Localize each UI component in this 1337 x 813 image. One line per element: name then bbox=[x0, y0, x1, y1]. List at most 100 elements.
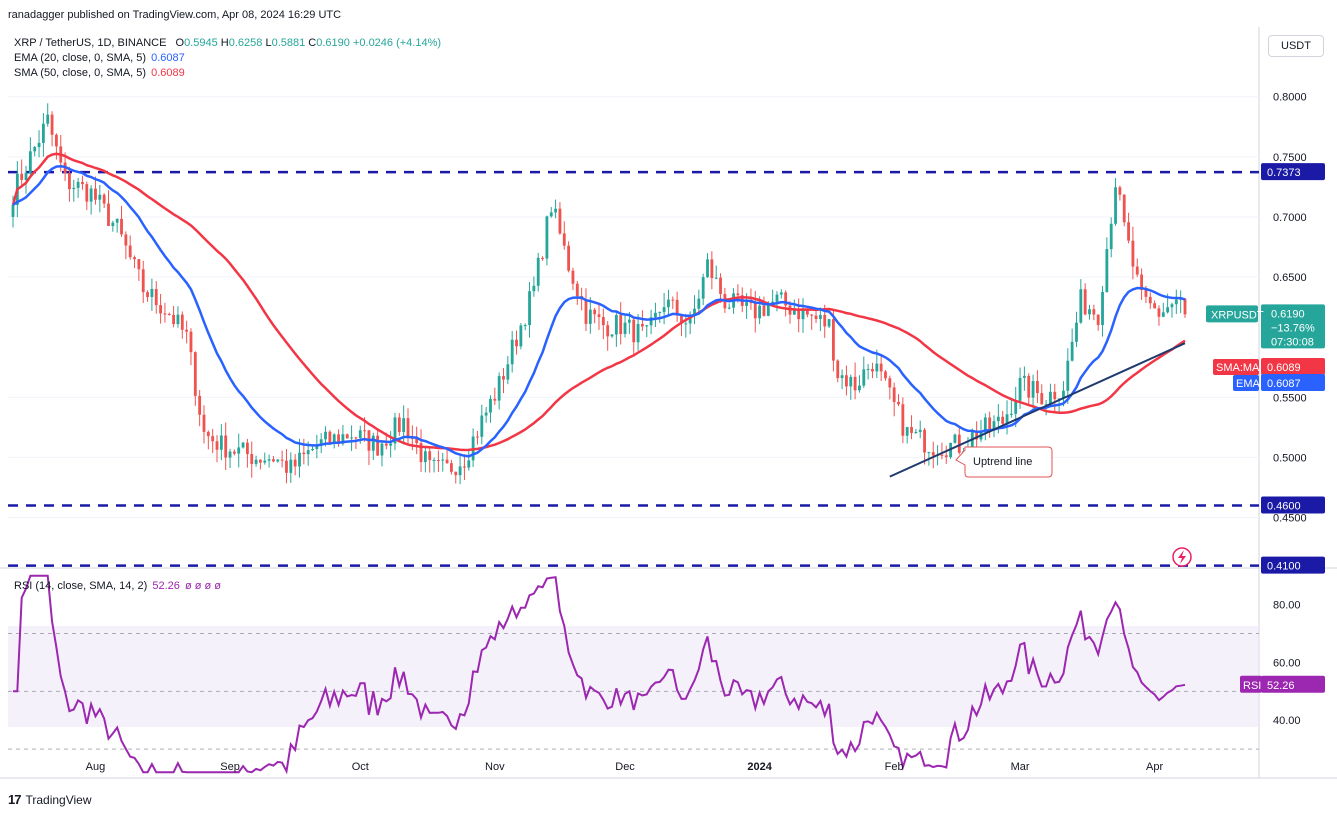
candle-body bbox=[267, 459, 271, 461]
candle-body bbox=[402, 418, 406, 433]
tradingview-logo-icon: 17 bbox=[8, 792, 22, 807]
currency-button[interactable]: USDT bbox=[1268, 35, 1324, 57]
candle-body bbox=[363, 430, 367, 432]
candle-body bbox=[614, 315, 618, 335]
candle-body bbox=[1157, 308, 1161, 317]
candle-body bbox=[280, 459, 284, 461]
rsi-extra: ø ø ø ø bbox=[184, 580, 221, 592]
time-tick: 2024 bbox=[747, 761, 772, 773]
candle-body bbox=[753, 303, 757, 319]
candle-body bbox=[272, 459, 275, 462]
candle-body bbox=[1083, 289, 1087, 315]
candle-body bbox=[41, 123, 45, 143]
candle-body bbox=[423, 451, 427, 463]
candle-body bbox=[1092, 309, 1096, 315]
candle-body bbox=[163, 313, 167, 315]
candle-body bbox=[276, 459, 280, 462]
candle-body bbox=[675, 299, 679, 316]
uptrend-annotation[interactable]: Uptrend line bbox=[955, 446, 1053, 478]
candle-body bbox=[98, 194, 102, 200]
level-tag: 0.7373 bbox=[1267, 167, 1301, 179]
candle-body bbox=[28, 151, 32, 173]
sma-name-tag: SMA:MA bbox=[1216, 362, 1260, 374]
candle-body bbox=[241, 442, 245, 448]
candle-body bbox=[1183, 298, 1187, 315]
rsi-name-tag: RSI bbox=[1243, 680, 1261, 692]
rsi-line bbox=[13, 574, 1186, 775]
candle-body bbox=[558, 208, 562, 234]
candle-body bbox=[871, 368, 874, 372]
time-tick: Feb bbox=[885, 761, 904, 773]
ema-price-tag: 0.6087 bbox=[1267, 378, 1301, 390]
candle-body bbox=[1053, 391, 1057, 400]
time-tick: Oct bbox=[352, 761, 369, 773]
lightning-icon[interactable] bbox=[1172, 547, 1192, 567]
price-tick: 0.7000 bbox=[1273, 212, 1307, 224]
candle-body bbox=[354, 437, 358, 439]
candle-body bbox=[706, 259, 709, 278]
rsi-price-tag: 52.26 bbox=[1267, 680, 1295, 692]
ema-price-tag-bg bbox=[1261, 374, 1325, 391]
ohlc-o-label: O bbox=[175, 37, 185, 49]
candle-body bbox=[1057, 398, 1061, 400]
candle-body bbox=[849, 376, 853, 387]
price-tags: 0.7373 0.4600 0.4100 0.6190 −13.76% 07:30:08 X… bbox=[1206, 163, 1325, 693]
candle-body bbox=[389, 443, 393, 446]
time-axis: Aug Sep Oct Nov Dec 2024 Feb Mar Apr bbox=[86, 761, 1164, 773]
candle-body bbox=[940, 454, 944, 456]
candle-body bbox=[159, 305, 162, 314]
candle-body bbox=[879, 363, 883, 372]
price-axis: 0.8000 0.7500 0.7000 0.6500 0.5500 0.5000 0.45… bbox=[1273, 92, 1307, 727]
footer-brand[interactable]: 17 TradingView bbox=[8, 792, 92, 807]
candle-body bbox=[1114, 187, 1117, 224]
candle-body bbox=[775, 294, 779, 302]
level-tag-bg bbox=[1261, 556, 1325, 574]
symbol-tag: XRPUSDT bbox=[1211, 309, 1264, 321]
candle-body bbox=[1127, 222, 1130, 241]
candle-body bbox=[792, 310, 796, 315]
candle-body bbox=[1131, 240, 1135, 267]
ohlc-change: +0.0246 (+4.14%) bbox=[352, 37, 442, 49]
sma-value: 0.6089 bbox=[151, 67, 185, 79]
candle-body bbox=[649, 317, 653, 326]
time-tick: Mar bbox=[1011, 761, 1030, 773]
candle-body bbox=[493, 398, 497, 401]
candle-body bbox=[37, 142, 41, 148]
candle-body bbox=[901, 404, 905, 436]
candle-body bbox=[11, 204, 15, 217]
candle-body bbox=[154, 288, 158, 306]
candle-body bbox=[1022, 375, 1026, 378]
rsi-legend[interactable]: RSI (14, close, SMA, 14, 2) 52.26 ø ø ø … bbox=[14, 580, 221, 593]
candle-body bbox=[102, 194, 106, 204]
candle-body bbox=[332, 434, 336, 444]
candle-body bbox=[927, 452, 931, 454]
candle-body bbox=[736, 293, 740, 296]
candle-body bbox=[50, 114, 54, 135]
symbol-legend[interactable]: XRP / TetherUS, 1D, BINANCE O0.5945 H0.6… bbox=[14, 37, 441, 50]
rsi-name-bg bbox=[1240, 675, 1262, 693]
level-tag: 0.4600 bbox=[1267, 500, 1301, 512]
candle-body bbox=[654, 312, 657, 318]
candle-body bbox=[858, 385, 861, 391]
candle-body bbox=[1005, 414, 1009, 424]
rsi-pane bbox=[8, 574, 1259, 775]
candle-body bbox=[1109, 223, 1113, 250]
candle-body bbox=[714, 277, 718, 279]
time-tick: Apr bbox=[1146, 761, 1163, 773]
sma-legend[interactable]: SMA (50, close, 0, SMA, 5) 0.6089 bbox=[14, 67, 185, 80]
candle-body bbox=[1066, 360, 1070, 391]
uptrend-line bbox=[889, 342, 1186, 478]
candle-body bbox=[697, 298, 701, 309]
ema-label: EMA (20, close, 0, SMA, 5) bbox=[14, 52, 147, 64]
candle-body bbox=[975, 432, 979, 440]
candle-body bbox=[1036, 381, 1039, 394]
symbol-tag-bg bbox=[1206, 305, 1258, 323]
candle-body bbox=[914, 431, 918, 433]
candle-body bbox=[627, 319, 631, 323]
ema-legend[interactable]: EMA (20, close, 0, SMA, 5) 0.6087 bbox=[14, 52, 185, 65]
candle-body bbox=[432, 460, 436, 462]
candle-body bbox=[957, 434, 961, 453]
candle-body bbox=[228, 451, 232, 458]
brand-name: TradingView bbox=[25, 792, 92, 807]
